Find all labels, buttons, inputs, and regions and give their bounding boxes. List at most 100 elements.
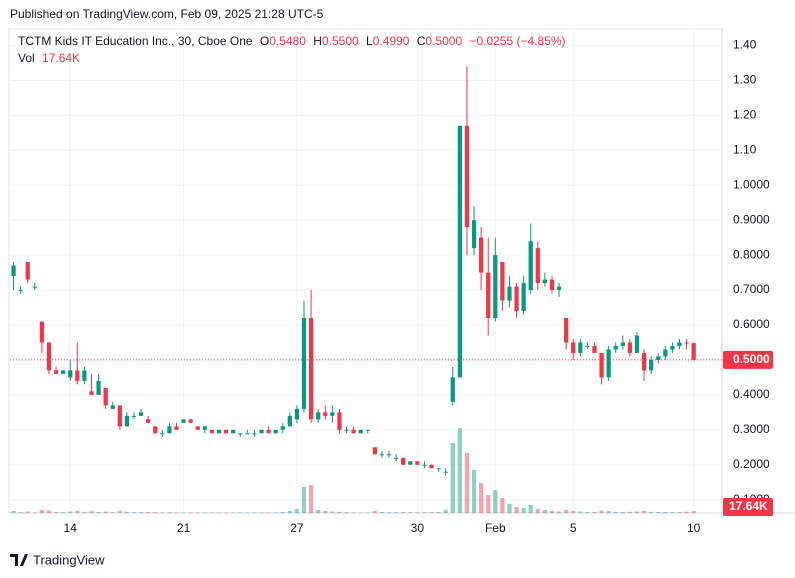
- volume-bar: [564, 510, 569, 513]
- volume-bar: [138, 512, 144, 513]
- candle-body: [82, 370, 87, 381]
- volume-bar: [160, 512, 165, 513]
- volume-bar: [46, 510, 52, 513]
- candle-body: [131, 415, 137, 417]
- volume-bar: [372, 511, 377, 513]
- volume-bar: [273, 512, 278, 513]
- legend: TCTM Kids IT Education Inc., 30, Cboe On…: [18, 34, 566, 48]
- candle-body: [181, 419, 186, 423]
- candle-body: [323, 412, 328, 416]
- volume-bar: [223, 512, 229, 513]
- candle-body: [25, 262, 30, 280]
- volume-bar: [146, 512, 151, 513]
- candle-body: [110, 405, 115, 409]
- y-tick-label: 1.30: [733, 73, 757, 87]
- volume-bar: [663, 512, 668, 513]
- candle-body: [195, 426, 200, 430]
- volume-bar: [195, 512, 200, 513]
- volume-bar: [670, 512, 675, 513]
- candle-body: [294, 408, 300, 420]
- candle-body: [209, 429, 215, 434]
- volume-bar: [209, 512, 215, 513]
- candle-body: [627, 342, 633, 353]
- candle-body: [32, 286, 37, 288]
- volume-bar: [287, 511, 292, 513]
- volume-bar: [393, 512, 399, 513]
- volume-bar: [521, 508, 526, 513]
- legend-key: Vol: [18, 51, 35, 65]
- x-tick-label: 27: [290, 521, 304, 535]
- candle-body: [415, 461, 420, 465]
- legend-key: O: [260, 34, 269, 48]
- volume-bar: [53, 512, 59, 513]
- volume-bar: [684, 511, 689, 513]
- legend-value: 0.5480: [269, 34, 306, 48]
- candle-body: [252, 433, 257, 435]
- candle-body: [542, 279, 548, 284]
- volume-bar: [280, 512, 285, 513]
- volume-bar: [252, 512, 257, 513]
- y-tick-label: 0.6000: [733, 317, 770, 331]
- candle-body: [613, 345, 618, 350]
- candle-body: [117, 405, 122, 427]
- y-tick-label: 0.8000: [733, 247, 770, 261]
- candle-body: [493, 255, 498, 319]
- volume-badge: [723, 498, 773, 516]
- candle-body: [564, 318, 569, 343]
- volume-bar: [542, 510, 548, 513]
- volume-bar: [308, 485, 314, 513]
- volume-bar: [585, 511, 590, 513]
- volume-bar: [323, 511, 328, 513]
- candle-body: [89, 391, 94, 395]
- candle-body: [599, 352, 604, 378]
- candle-body: [507, 286, 512, 301]
- volume-bar: [571, 511, 576, 513]
- candle-body: [486, 272, 491, 319]
- candle-body: [330, 412, 335, 416]
- volume-bar: [464, 453, 470, 513]
- candle-body: [372, 447, 377, 455]
- volume-bar: [486, 495, 491, 513]
- volume-bar: [39, 510, 45, 513]
- last-price-label: 0.5000: [733, 352, 770, 366]
- candle-body: [216, 429, 222, 434]
- candle-body: [316, 412, 321, 420]
- volume-bar: [578, 511, 583, 513]
- volume-bar: [103, 511, 108, 513]
- candle-body: [500, 262, 505, 301]
- candle-body: [153, 426, 158, 434]
- brand-logo: [10, 554, 28, 566]
- candle-body: [691, 343, 696, 360]
- y-tick-label: 1.40: [733, 38, 757, 52]
- legend-value: 0.4990: [373, 34, 410, 48]
- candle-body: [124, 415, 130, 427]
- volume-bar: [507, 504, 512, 513]
- candle-body: [96, 380, 101, 395]
- volume-bar: [131, 512, 137, 513]
- volume-bar: [344, 512, 349, 513]
- candle-body: [138, 412, 144, 416]
- y-tick-label: 0.7000: [733, 282, 770, 296]
- volume-bar: [549, 511, 555, 513]
- volume-bar: [514, 507, 519, 513]
- candle-body: [528, 241, 533, 291]
- volume-bar: [188, 512, 193, 513]
- candle-body: [401, 457, 406, 465]
- candle-body: [231, 429, 236, 434]
- candle-body: [167, 426, 172, 434]
- candle-body: [223, 429, 229, 434]
- candle-body: [39, 321, 45, 343]
- candle-body: [301, 318, 307, 409]
- candle-body: [535, 248, 540, 284]
- volume-bar: [181, 512, 186, 513]
- candle-body: [429, 464, 434, 469]
- y-tick-label: 0.4000: [733, 387, 770, 401]
- volume-bar: [202, 512, 207, 513]
- y-tick-label: 0.3000: [733, 422, 770, 436]
- last-price-badge: [723, 350, 773, 369]
- candle-body: [266, 429, 271, 434]
- volume-bar: [415, 512, 420, 513]
- volume-bar: [61, 512, 66, 513]
- candle-body: [245, 433, 250, 435]
- candle-body: [146, 419, 151, 423]
